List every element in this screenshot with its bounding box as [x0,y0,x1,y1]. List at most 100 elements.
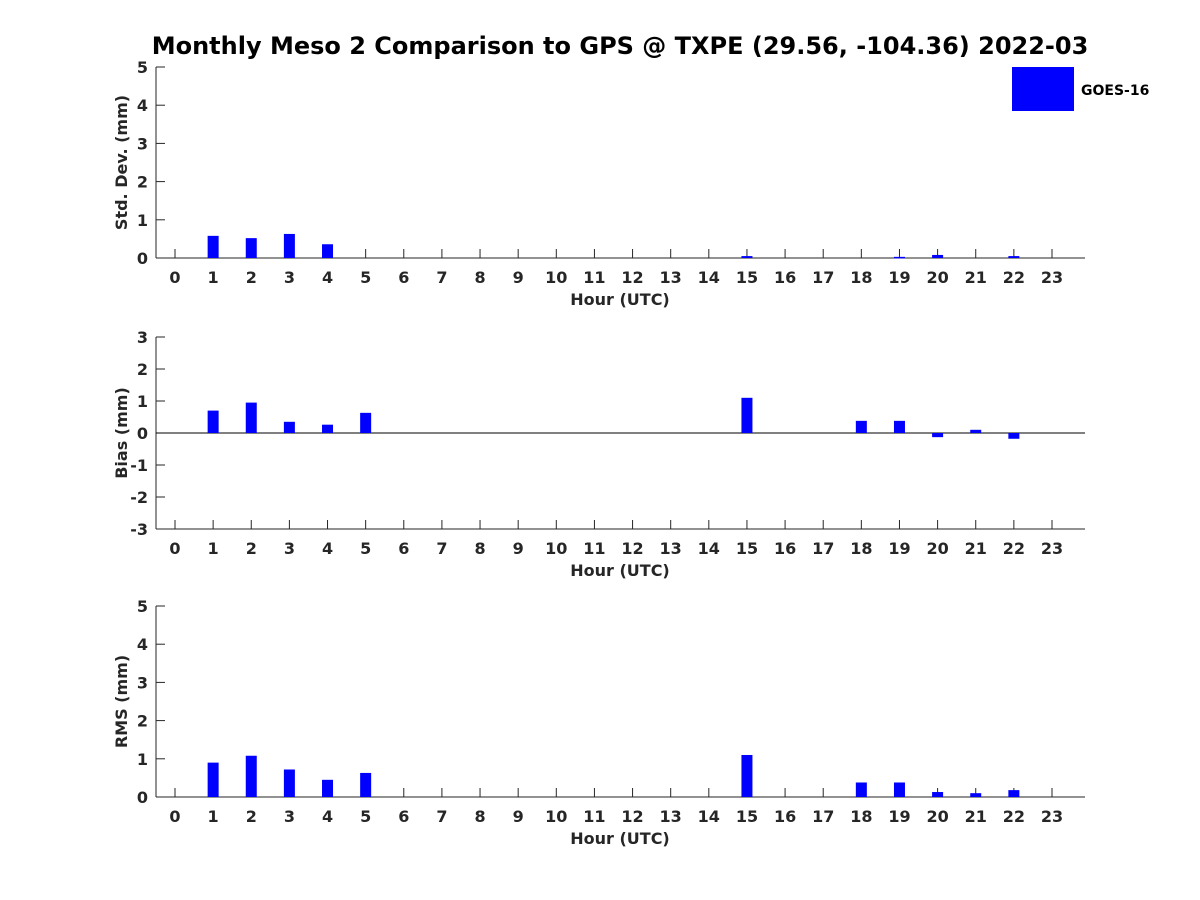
y-tick-label: 1 [137,211,148,230]
legend-label: GOES-16 [1081,83,1149,99]
x-tick-label: 7 [436,539,447,558]
x-tick-label: 7 [436,268,447,287]
bar-hour-19 [893,256,905,259]
x-tick-label: 10 [545,539,567,558]
bar-hour-5 [360,772,372,797]
x-tick-label: 21 [965,807,987,826]
x-tick-label: 20 [926,539,948,558]
y-tick-label: 5 [137,597,148,616]
bar-hour-22 [1008,256,1020,258]
bar-hour-20 [932,254,944,258]
y-tick-label: -2 [130,488,148,507]
y-tick-label: 2 [137,712,148,731]
x-tick-label: 13 [660,539,682,558]
x-tick-label: 23 [1041,539,1063,558]
x-tick-label: 21 [965,539,987,558]
bar-hour-22 [1008,790,1020,797]
x-tick-label: 4 [322,268,333,287]
x-tick-label: 14 [698,539,720,558]
x-axis-label: Hour (UTC) [570,561,670,580]
x-tick-label: 23 [1041,268,1063,287]
bar-hour-18 [855,420,867,433]
x-tick-label: 12 [621,539,643,558]
x-tick-label: 1 [208,268,219,287]
x-tick-label: 16 [774,807,796,826]
y-tick-label: 2 [137,173,148,192]
x-tick-label: 4 [322,807,333,826]
x-tick-label: 10 [545,807,567,826]
bar-hour-3 [283,233,295,258]
x-tick-label: 12 [621,807,643,826]
x-tick-label: 9 [513,539,524,558]
bar-hour-21 [970,429,982,433]
x-tick-label: 14 [698,807,720,826]
x-tick-label: 8 [474,539,485,558]
x-axis-label: Hour (UTC) [570,829,670,848]
bar-hour-21 [970,793,982,797]
x-tick-label: 9 [513,268,524,287]
y-tick-label: 4 [137,96,148,115]
y-tick-label: 4 [137,635,148,654]
y-tick-label: 5 [137,58,148,77]
x-tick-label: 6 [398,539,409,558]
x-axis-label: Hour (UTC) [570,290,670,309]
x-tick-label: 8 [474,268,485,287]
bar-hour-15 [741,256,753,258]
x-tick-label: 0 [169,807,180,826]
bar-hour-4 [322,244,334,258]
x-tick-label: 6 [398,807,409,826]
x-tick-label: 19 [888,539,910,558]
x-tick-label: 15 [736,807,758,826]
y-tick-label: 1 [137,750,148,769]
bar-hour-1 [207,762,219,797]
x-tick-label: 10 [545,268,567,287]
bar-hour-1 [207,235,219,258]
y-tick-label: 1 [137,392,148,411]
x-tick-label: 22 [1003,539,1025,558]
legend-swatch [1012,67,1074,111]
x-tick-label: 16 [774,539,796,558]
y-tick-label: 0 [137,788,148,807]
x-tick-label: 17 [812,268,834,287]
y-tick-label: 2 [137,360,148,379]
bar-hour-15 [741,754,753,797]
y-tick-label: 3 [137,134,148,153]
x-tick-label: 22 [1003,268,1025,287]
x-tick-label: 16 [774,268,796,287]
bar-hour-19 [893,782,905,797]
bar-hour-20 [932,792,944,797]
x-tick-label: 11 [583,268,605,287]
x-tick-label: 0 [169,268,180,287]
x-tick-label: 6 [398,268,409,287]
bar-hour-4 [322,424,334,433]
x-tick-label: 18 [850,807,872,826]
bar-hour-15 [741,397,753,433]
chart-title: Monthly Meso 2 Comparison to GPS @ TXPE … [152,32,1089,60]
bar-hour-19 [893,420,905,433]
bar-hour-22 [1008,433,1020,439]
x-tick-label: 11 [583,539,605,558]
x-tick-label: 19 [888,807,910,826]
x-tick-label: 0 [169,539,180,558]
x-tick-label: 2 [246,539,257,558]
x-tick-label: 12 [621,268,643,287]
x-tick-label: 3 [284,807,295,826]
bar-hour-2 [245,402,257,433]
y-tick-label: -3 [130,520,148,539]
x-tick-label: 1 [208,539,219,558]
x-tick-label: 5 [360,807,371,826]
x-tick-label: 20 [926,268,948,287]
x-tick-label: 15 [736,539,758,558]
x-tick-label: 5 [360,539,371,558]
bar-hour-18 [855,782,867,797]
x-tick-label: 23 [1041,807,1063,826]
x-tick-label: 21 [965,268,987,287]
x-tick-label: 18 [850,268,872,287]
bar-hour-3 [283,421,295,433]
x-tick-label: 4 [322,539,333,558]
x-tick-label: 14 [698,268,720,287]
bar-hour-1 [207,410,219,433]
